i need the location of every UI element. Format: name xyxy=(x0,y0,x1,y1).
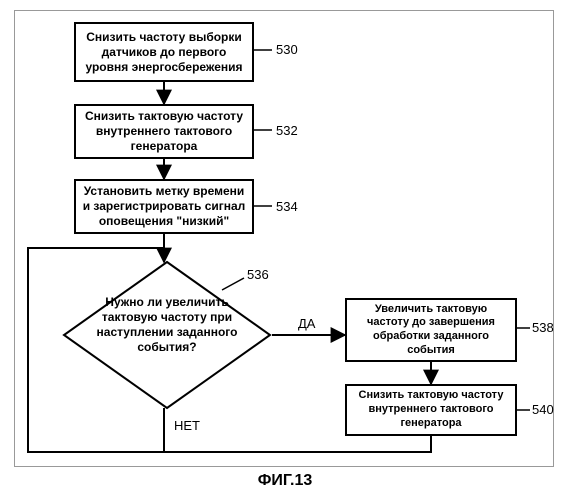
tag-534: 534 xyxy=(276,199,298,214)
tag-536: 536 xyxy=(247,267,269,282)
edge-no: НЕТ xyxy=(174,418,200,433)
node-534-text: Установить метку времени и зарегистриров… xyxy=(82,184,246,229)
node-540-text: Снизить тактовую частоту внутреннего так… xyxy=(353,389,509,430)
node-538: Увеличить тактовую частоту до завершения… xyxy=(345,298,517,362)
node-536-text: Нужно ли увеличить тактовую частоту при … xyxy=(92,295,242,355)
node-534: Установить метку времени и зарегистриров… xyxy=(74,179,254,234)
tag-532: 532 xyxy=(276,123,298,138)
node-532-text: Снизить тактовую частоту внутреннего так… xyxy=(82,109,246,154)
figure-caption: ФИГ.13 xyxy=(0,472,570,490)
node-538-text: Увеличить тактовую частоту до завершения… xyxy=(353,303,509,358)
node-530-text: Снизить частоту выборки датчиков до перв… xyxy=(82,30,246,75)
tag-530: 530 xyxy=(276,42,298,57)
tag-540: 540 xyxy=(532,402,554,417)
node-540: Снизить тактовую частоту внутреннего так… xyxy=(345,384,517,436)
node-532: Снизить тактовую частоту внутреннего так… xyxy=(74,104,254,159)
edge-yes: ДА xyxy=(298,316,315,331)
flowchart-canvas: Снизить частоту выборки датчиков до перв… xyxy=(0,0,570,500)
node-530: Снизить частоту выборки датчиков до перв… xyxy=(74,22,254,82)
tag-538: 538 xyxy=(532,320,554,335)
